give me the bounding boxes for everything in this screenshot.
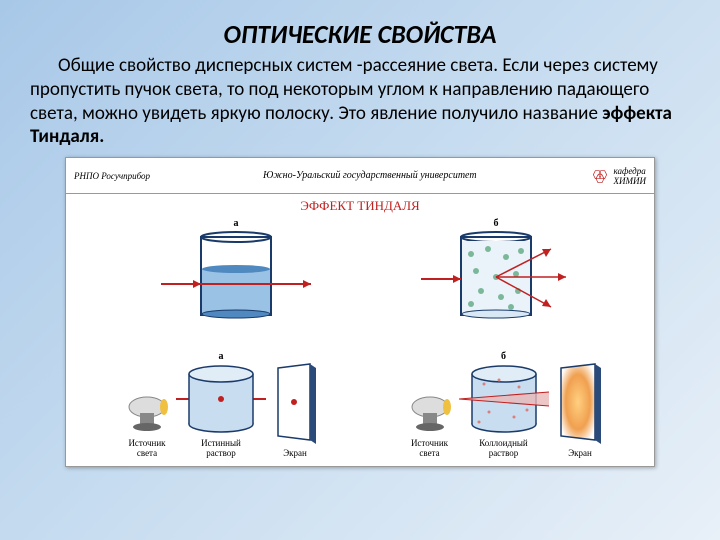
true-solution-caption: Истинный раствор [201,439,241,459]
screen-a-caption: Экран [283,449,307,459]
page-title: ОПТИЧЕСКИЕ СВОЙСТВА [30,18,690,50]
window-header: РНПО Росучприбор Южно-Уральский государс… [66,158,654,194]
setup-a-cell: Источник света а Истинный раствор [86,351,356,459]
beaker-b-icon [416,229,576,324]
header-center: Южно-Уральский государственный университ… [150,170,589,181]
colloid-caption: Коллоидный раствор [479,439,528,459]
cylinder-a-icon [176,362,266,437]
label-b-bottom: б [501,351,506,362]
source-b-caption: Источник света [411,439,448,459]
label-b-top: б [494,218,499,229]
chemistry-logo-icon [590,168,610,184]
beaker-b-cell: б [416,218,576,324]
header-right-text: кафедра ХИМИИ [614,166,647,186]
diagram-title: ЭФФЕКТ ТИНДАЛЯ [66,194,654,216]
diagram-grid: а б [66,216,654,466]
screen-b-icon [553,362,608,447]
source-a-caption: Источник света [128,439,165,459]
label-a-top: а [234,218,239,229]
cylinder-b-icon [459,362,549,437]
paragraph-text: Общие свойство дисперсных систем -рассея… [30,54,658,125]
header-right: кафедра ХИМИИ [590,166,647,186]
beaker-a-icon [156,229,316,324]
header-left: РНПО Росучприбор [74,171,150,181]
beaker-a-cell: а [156,218,316,324]
screen-b-caption: Экран [568,449,592,459]
lamp-a-icon [122,377,172,437]
setup-b-cell: Источник света б Кол [366,351,646,459]
screen-a-icon [270,362,320,447]
label-a-bottom: а [219,351,224,362]
diagram-window: РНПО Росучприбор Южно-Уральский государс… [65,157,655,467]
lamp-b-icon [405,377,455,437]
body-paragraph: Общие свойство дисперсных систем -рассея… [30,54,690,149]
